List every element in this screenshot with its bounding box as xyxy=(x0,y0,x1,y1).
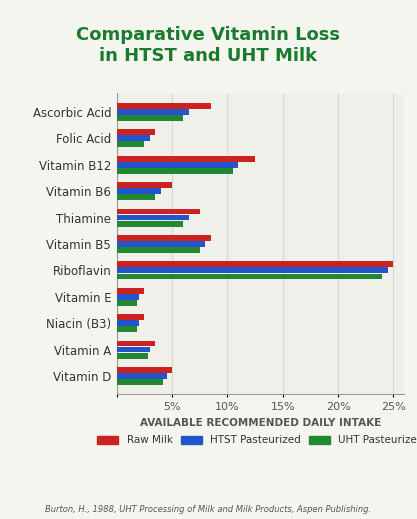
Bar xyxy=(117,235,211,241)
Bar xyxy=(117,241,205,247)
Bar xyxy=(117,347,150,352)
Bar xyxy=(117,353,148,359)
Bar xyxy=(117,162,239,168)
Bar xyxy=(117,156,255,161)
Bar xyxy=(117,267,388,273)
Bar xyxy=(117,188,161,194)
Bar xyxy=(117,182,172,188)
Bar xyxy=(117,300,137,306)
Bar xyxy=(117,326,137,332)
Text: Comparative Vitamin Loss
in HTST and UHT Milk: Comparative Vitamin Loss in HTST and UHT… xyxy=(76,26,341,65)
Bar xyxy=(117,340,156,346)
Bar xyxy=(117,103,211,109)
X-axis label: AVAILABLE RECOMMENDED DAILY INTAKE: AVAILABLE RECOMMENDED DAILY INTAKE xyxy=(140,418,381,428)
Bar xyxy=(117,115,183,121)
Bar xyxy=(117,320,139,326)
Bar xyxy=(117,373,166,379)
Bar xyxy=(117,314,144,320)
Bar xyxy=(117,367,172,373)
Bar xyxy=(117,288,144,294)
Bar xyxy=(117,135,150,141)
Bar xyxy=(117,129,156,135)
Bar xyxy=(117,247,200,253)
Bar xyxy=(117,274,382,279)
Bar xyxy=(117,168,233,174)
Text: Burton, H., 1988, UHT Processing of Milk and Milk Products, Aspen Publishing.: Burton, H., 1988, UHT Processing of Milk… xyxy=(45,505,372,514)
Bar xyxy=(117,109,188,115)
Bar xyxy=(117,379,163,385)
Bar xyxy=(117,209,200,214)
Bar xyxy=(117,194,156,200)
Bar xyxy=(117,294,139,299)
Bar xyxy=(117,221,183,226)
Bar xyxy=(117,142,144,147)
Legend: Raw Milk, HTST Pasteurized, UHT Pasteurized: Raw Milk, HTST Pasteurized, UHT Pasteuri… xyxy=(93,431,417,449)
Bar xyxy=(117,262,393,267)
Bar xyxy=(117,215,188,221)
